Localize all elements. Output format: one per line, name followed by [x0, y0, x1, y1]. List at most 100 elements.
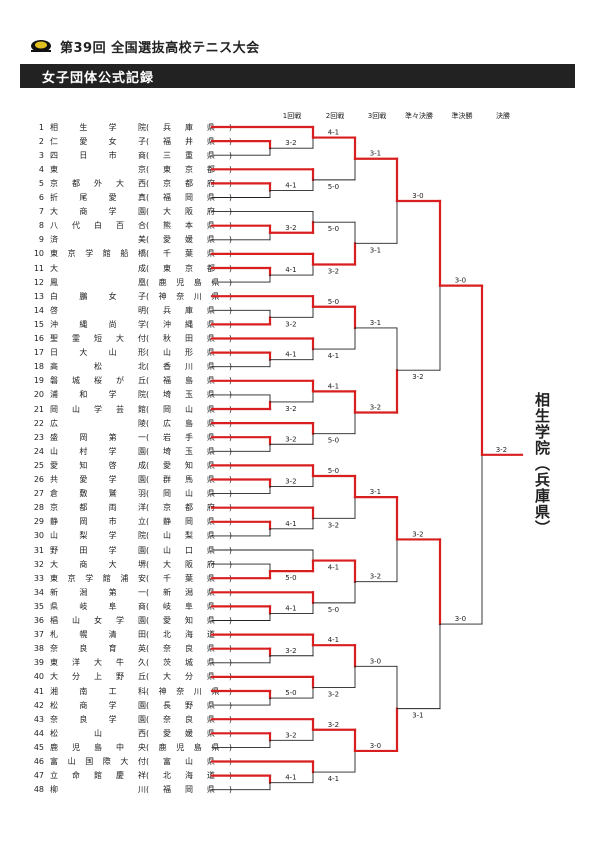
- team-name: 大成: [50, 263, 146, 273]
- match-score: 3-2: [328, 690, 339, 698]
- team-row: 37 札幌清田 (北海道): [30, 628, 232, 641]
- round-label-1: 1回戦: [282, 112, 302, 120]
- team-prefecture: (東京都): [146, 164, 232, 174]
- team-name: 県岐阜商: [50, 601, 146, 611]
- team-row: 29 静岡市立 (静岡県): [30, 515, 232, 528]
- team-seed: 22: [33, 418, 44, 428]
- team-name: 共愛学園: [50, 475, 146, 484]
- team-name: 済美: [50, 235, 146, 245]
- team-name: 山梨学院: [50, 531, 146, 541]
- team-prefecture: (埼玉県): [146, 446, 232, 456]
- team-seed: 46: [33, 757, 44, 766]
- team-prefecture: (福島県): [146, 376, 232, 386]
- team-prefecture: (愛媛県): [146, 728, 232, 738]
- team-row: 12 鳳凰 (鹿児島県): [30, 276, 232, 289]
- team-name: 岡山学芸館: [50, 404, 146, 414]
- match-score: 4-1: [285, 604, 296, 612]
- team-row: 10 東京学館船橋 (千葉県): [30, 247, 232, 260]
- team-row: 6 折尾愛真 (福岡県): [30, 191, 232, 204]
- team-seed: 35: [33, 601, 44, 611]
- team-seed: 44: [33, 728, 44, 738]
- team-prefecture: (岩手県): [146, 432, 232, 442]
- team-seed: 1: [38, 122, 44, 132]
- match-score: 4-1: [328, 129, 339, 137]
- team-name: 日大山形: [50, 348, 146, 358]
- team-seed: 42: [33, 700, 44, 710]
- team-name: 鹿児島中央: [50, 742, 146, 752]
- team-seed: 33: [33, 573, 44, 583]
- team-row: 16 聖霊短大付 (秋田県): [30, 332, 232, 345]
- match-score: 3-2: [285, 731, 296, 739]
- team-name: 四日市商: [50, 150, 146, 160]
- team-seed: 15: [33, 319, 44, 329]
- match-score: 4-1: [328, 564, 339, 572]
- team-row: 45 鹿児島中央 (鹿児島県): [30, 741, 232, 754]
- team-prefecture: (山梨県): [146, 531, 232, 541]
- match-score: 3-1: [370, 150, 381, 158]
- team-seed: 26: [33, 475, 44, 484]
- match-score: 3-0: [455, 277, 466, 285]
- team-row: 31 野田学園 (山口県): [30, 544, 232, 557]
- team-prefecture: (京都府): [146, 178, 232, 188]
- team-prefecture: (広島県): [146, 418, 232, 428]
- match-score: 4-1: [328, 775, 339, 783]
- team-prefecture: (東京都): [146, 263, 232, 273]
- team-seed: 32: [33, 559, 44, 569]
- match-score: 3-0: [455, 615, 466, 623]
- team-seed: 36: [33, 616, 44, 625]
- team-name: 東京学館浦安: [50, 573, 146, 583]
- team-prefecture: (熊本県): [146, 221, 232, 231]
- match-score: 5-0: [285, 689, 296, 697]
- team-prefecture: (大阪府): [146, 559, 232, 569]
- team-row: 7 大商学園 (大阪府): [30, 205, 232, 218]
- team-seed: 12: [33, 277, 44, 287]
- team-prefecture: (北海道): [146, 630, 232, 640]
- team-prefecture: (北海道): [146, 771, 232, 781]
- team-seed: 21: [33, 404, 44, 414]
- team-row: 22 広陵 (広島県): [30, 417, 232, 430]
- team-row: 46 富山国際大付 (富山県): [30, 755, 232, 768]
- team-prefecture: (大阪府): [146, 207, 232, 217]
- match-score: 3-2: [496, 446, 507, 454]
- team-name: 東京学館船橋: [50, 249, 146, 259]
- match-score: 4-1: [285, 266, 296, 274]
- team-row: 18 高松北 (香川県): [30, 360, 232, 373]
- team-seed: 3: [38, 150, 44, 160]
- team-row: 28 京都両洋 (京都府): [30, 501, 232, 514]
- team-name: 柳川: [50, 785, 146, 795]
- team-prefecture: (秋田県): [146, 334, 232, 343]
- match-score: 4-1: [285, 520, 296, 528]
- team-seed: 23: [33, 432, 44, 442]
- team-prefecture: (京都府): [146, 503, 232, 513]
- team-name: 倉敷鷲羽: [50, 489, 146, 499]
- team-row: 43 奈良学園 (奈良県): [30, 713, 232, 726]
- team-name: 東洋大牛久: [50, 658, 146, 668]
- team-prefecture: (新潟県): [146, 587, 232, 597]
- match-score: 4-1: [328, 636, 339, 644]
- team-prefecture: (山口県): [146, 545, 232, 555]
- team-seed: 47: [33, 771, 44, 781]
- match-score: 3-2: [285, 139, 296, 147]
- round-label-final: 決勝: [496, 112, 510, 120]
- team-row: 48 柳川 (福岡県): [30, 783, 232, 796]
- team-seed: 18: [33, 362, 44, 372]
- team-seed: 7: [38, 207, 44, 217]
- team-seed: 4: [38, 164, 44, 174]
- match-score: 5-0: [328, 437, 339, 445]
- team-seed: 41: [33, 686, 44, 696]
- team-prefecture: (鹿児島県): [146, 277, 232, 287]
- match-score: 3-2: [412, 530, 423, 538]
- team-name: 松商学園: [50, 700, 146, 710]
- team-prefecture: (千葉県): [146, 249, 232, 259]
- match-score: 3-2: [285, 478, 296, 486]
- team-prefecture: (奈良県): [146, 714, 232, 724]
- team-seed: 6: [38, 193, 44, 202]
- team-name: 京都外大西: [50, 178, 146, 188]
- team-row: 27 倉敷鷲羽 (岡山県): [30, 487, 232, 500]
- team-prefecture: (岡山県): [146, 404, 232, 414]
- team-prefecture: (埼玉県): [146, 390, 232, 400]
- round-label-quarterfinal: 準々決勝: [405, 112, 433, 120]
- team-name: 啓明: [50, 305, 146, 315]
- team-row: 26 共愛学園 (群馬県): [30, 473, 232, 486]
- match-score: 5-0: [328, 298, 339, 306]
